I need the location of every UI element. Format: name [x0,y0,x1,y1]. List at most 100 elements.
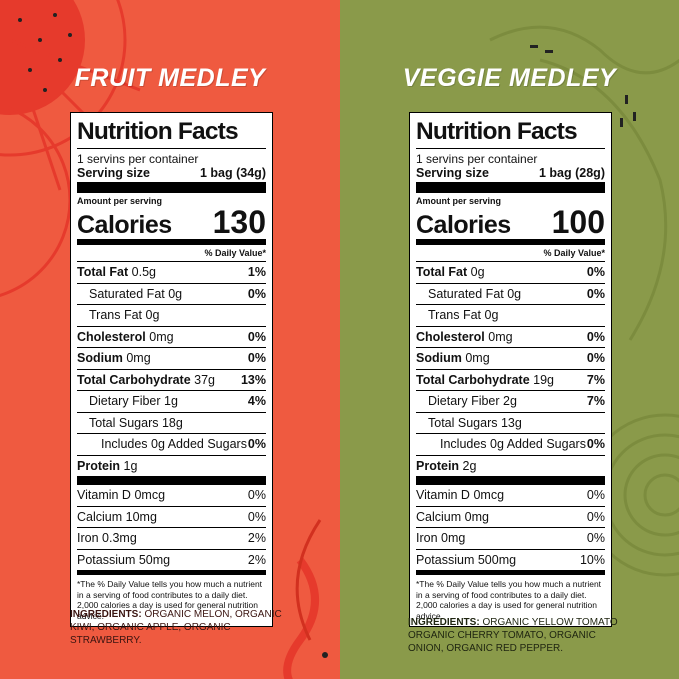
serving-size: Serving size 1 bag (28g) [416,165,605,193]
amount-per-serving: Amount per serving [416,196,502,206]
nutrient-row: Includes 0g Added Sugars 0% [416,433,605,455]
nutrient-name: Protein [416,458,460,473]
nutrient: Total Fat 0.5g [77,266,156,279]
nutrient-row: Dietary Fiber 2g 7% [416,390,605,412]
ingredients-text: ORGANIC YELLOW TOMATO ORGANIC CHERRY TOM… [408,617,618,654]
daily-value: 0% [247,351,266,365]
nutrient-amount: 0g [507,286,522,301]
ingredients-text: ORGANIC MELON, ORGANIC KIWI, ORGANIC APP… [70,609,282,646]
nutrient-name: Potassium [416,552,475,567]
nutrient-name: Potassium [77,552,136,567]
daily-value: 0% [586,509,605,524]
nutrient: Sodium 0mg [416,352,490,365]
nutrient-name: Dietary Fiber [428,394,500,408]
nutrient-amount: 0g [484,308,499,322]
nutrient: Vitamin D 0mcg [77,489,165,502]
nutrient-amount: 0g [168,286,183,301]
nutrient: Potassium 500mg [416,552,517,567]
nutrient-name: Saturated Fat [428,286,504,301]
calories-label: Calories [416,211,511,239]
nutrient: Potassium 50mg [77,552,170,567]
nutrient-row: Vitamin D 0mcg 0% [416,485,605,506]
nutrient-name: Total Fat [416,265,468,279]
label-heading: Nutrition Facts [416,116,605,149]
nutrient-amount: 2g [462,458,477,473]
nutrient-row: Trans Fat 0g [416,304,605,326]
nutrient-row: Total Carbohydrate 19g 7% [416,368,605,391]
nutrient: Cholesterol 0mg [416,330,513,344]
nutrient-name: Iron [77,531,99,545]
nutrients: Total Fat 0g 0% Saturated Fat 0g 0% Trans Fa… [416,261,605,476]
nutrient-name: Total Carbohydrate [416,372,530,387]
nutrient: Iron 0mg [416,532,465,545]
nutrient: Sodium 0mg [77,352,151,365]
daily-value: 1% [247,265,266,279]
calories-value: 130 [212,204,266,240]
ingredients-label: INGREDIENTS: [70,609,142,620]
daily-value: 0% [247,286,266,301]
nutrition-label: Nutrition Facts 1 servins per container Se… [70,112,273,627]
nutrient-amount: 19g [533,372,555,387]
nutrient-name: Dietary Fiber [89,394,161,408]
footnote: *The % Daily Value tells you how much a … [77,570,266,622]
nutrient: Total Fat 0g [416,266,485,279]
calories: Calories 130 [77,206,266,245]
nutrition-label: Nutrition Facts 1 servins per container Se… [409,112,612,627]
nutrient-amount: 0mg [464,509,489,524]
serving-size: Serving size 1 bag (34g) [77,165,266,193]
daily-value: 0% [247,329,266,344]
nutrient-name: Total Sugars [428,415,498,430]
nutrient-amount: 0mg [149,329,174,344]
nutrient: Total Carbohydrate 19g [416,372,555,387]
daily-value-header: % Daily Value* [543,248,605,258]
nutrient: Calcium 10mg [77,509,157,524]
nutrient-amount: 1g [164,394,178,408]
nutrient-name: Cholesterol [77,329,146,344]
veggie-panel: VEGGIE MEDLEY Nutrition Facts 1 servins p… [340,0,679,679]
label-heading: Nutrition Facts [77,116,266,149]
calories-label: Calories [77,211,172,239]
nutrient-name: Total Fat [77,265,129,279]
nutrient-amount: 10mg [125,509,157,524]
nutrient-name: Sodium [77,351,123,365]
nutrient-row: Protein 1g [77,454,266,477]
nutrient-row: Total Sugars 13g [416,411,605,434]
nutrient-row: Calcium 0mg 0% [416,505,605,528]
nutrient-amount: 0mg [441,531,466,545]
nutrient-row: Total Fat 0g 0% [416,261,605,283]
ingredients-label: INGREDIENTS: [408,617,480,628]
amount-per-serving: Amount per serving [77,196,163,206]
nutrient-amount: 0.5g [131,265,156,279]
daily-value: 2% [247,531,266,545]
nutrient-amount: 1g [123,458,138,473]
fruit-panel: FRUIT MEDLEY Nutrition Facts 1 servins pe… [0,0,340,679]
serving-size-value: 1 bag (28g) [539,165,605,180]
nutrient-name: Calcium [416,509,462,524]
nutrient: Total Carbohydrate 37g [77,373,215,387]
nutrient: Protein 1g [77,458,138,473]
nutrient-name: Trans Fat [428,308,482,322]
nutrient-name: Includes 0g Added Sugars [440,437,586,451]
daily-value-header: % Daily Value* [204,248,266,258]
nutrient-amount: 0g [145,308,160,322]
nutrient-row: Iron 0mg 0% [416,527,605,549]
nutrient: Vitamin D 0mcg [416,489,504,502]
nutrient: Cholesterol 0mg [77,329,174,344]
panel-title: VEGGIE MEDLEY [402,64,617,92]
nutrient: Total Sugars 18g [89,416,183,430]
daily-value: 4% [247,394,266,408]
nutrient-row: Saturated Fat 0g 0% [416,282,605,305]
servings: 1 servins per container [416,151,538,166]
nutrient-name: Trans Fat [89,308,143,322]
nutrient-name: Saturated Fat [89,286,165,301]
calories: Calories 100 [416,206,605,245]
nutrient-amount: 500mg [477,552,517,567]
nutrient-row: Includes 0g Added Sugars 0% [77,433,266,455]
nutrient-row: Cholesterol 0mg 0% [416,325,605,348]
nutrient-row: Cholesterol 0mg 0% [77,325,266,348]
nutrient-name: Vitamin D [416,488,470,502]
daily-value: 7% [586,372,605,387]
nutrient: Trans Fat 0g [89,309,159,322]
nutrient-row: Total Carbohydrate 37g 13% [77,368,266,391]
